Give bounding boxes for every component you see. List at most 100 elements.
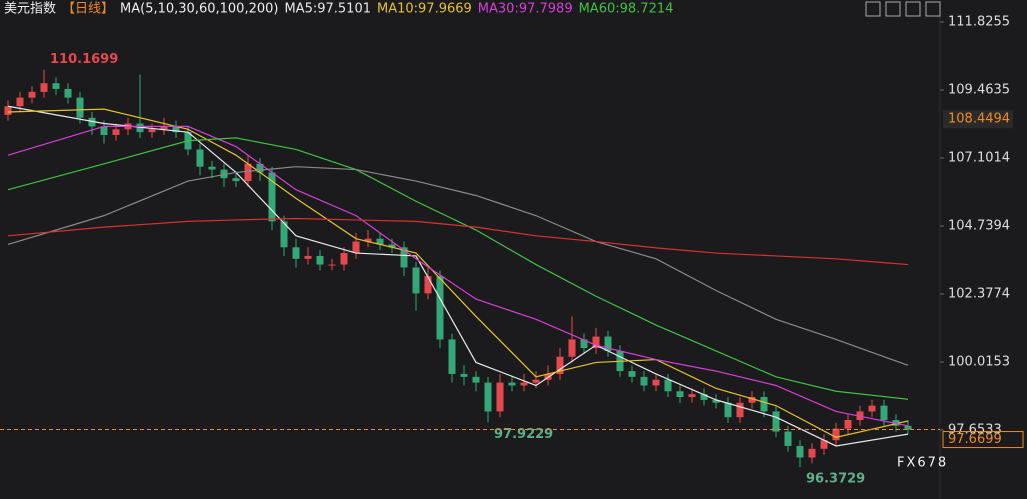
candle-body xyxy=(136,123,144,133)
header-text: 【日线】 xyxy=(62,2,114,17)
icon[interactable] xyxy=(865,1,881,17)
candle-body xyxy=(424,276,432,294)
candle-body xyxy=(736,402,744,418)
candle-body xyxy=(676,391,684,398)
header-text: MA(5,10,30,60,100,200) xyxy=(120,2,278,17)
candle-body xyxy=(724,402,732,418)
candle-body xyxy=(412,267,420,294)
candle-body xyxy=(520,382,528,386)
candle-body xyxy=(784,431,792,446)
header-text: MA10:97.9669 xyxy=(377,2,472,17)
icon[interactable] xyxy=(925,1,941,17)
candle-body xyxy=(64,88,72,98)
candle-body xyxy=(748,397,756,403)
candle-body xyxy=(664,379,672,392)
candle-body xyxy=(868,405,876,412)
icon[interactable] xyxy=(885,1,901,17)
candle-body xyxy=(40,83,48,92)
candle-body xyxy=(280,221,288,248)
ma-line xyxy=(7,166,909,366)
candle-body xyxy=(220,169,228,179)
candle-body xyxy=(100,126,108,136)
y-tick-label: 104.7394 xyxy=(948,219,1010,234)
header-text: MA30:97.7989 xyxy=(478,2,573,17)
candle-body xyxy=(4,106,12,115)
y-tick-label: 102.3774 xyxy=(948,287,1010,302)
candle-body xyxy=(460,373,468,377)
candle-body xyxy=(232,178,240,182)
candle-body xyxy=(904,425,912,430)
last-price: 97.6699 xyxy=(948,432,1002,447)
annotation: 110.1699 xyxy=(50,52,118,67)
candle-body xyxy=(160,126,168,130)
candle-body xyxy=(448,339,456,374)
candle-body xyxy=(532,379,540,383)
candle-body xyxy=(568,339,576,357)
candle-body xyxy=(28,91,36,98)
candle-body xyxy=(292,247,300,259)
candle-body xyxy=(628,371,636,377)
candle-body xyxy=(388,244,396,248)
candle-body xyxy=(832,428,840,441)
candle-body xyxy=(688,394,696,398)
icon[interactable] xyxy=(905,1,921,17)
marker-price: 108.4494 xyxy=(948,112,1010,127)
annotation: 97.9229 xyxy=(494,427,553,442)
candle-body xyxy=(508,382,516,386)
y-tick-label: 111.8255 xyxy=(948,15,1010,30)
candle-body xyxy=(352,241,360,254)
price-box xyxy=(943,110,1013,129)
y-tick-label: 100.0153 xyxy=(948,355,1010,370)
ma-line xyxy=(7,217,909,266)
ma-line xyxy=(7,108,909,438)
candle-body xyxy=(760,397,768,412)
candle-body xyxy=(796,445,804,458)
candle-body xyxy=(304,255,312,259)
toolbar-icons xyxy=(865,1,941,17)
candle-body xyxy=(652,379,660,386)
ma-line xyxy=(7,105,909,447)
candle-body xyxy=(316,255,324,265)
candle-body xyxy=(472,376,480,383)
y-tick-label: 97.6533 xyxy=(948,423,1002,438)
header-text: MA60:98.7214 xyxy=(579,2,674,17)
candle-body xyxy=(580,339,588,349)
candle-body xyxy=(16,97,24,107)
candle-body xyxy=(592,336,600,349)
candle-body xyxy=(496,382,504,412)
candle-body xyxy=(880,405,888,421)
ma-line xyxy=(7,125,909,427)
candle-body xyxy=(52,83,60,89)
annotation: 96.3729 xyxy=(806,471,865,486)
candle-body xyxy=(772,411,780,432)
candle-body xyxy=(844,420,852,429)
candle-body xyxy=(268,172,276,222)
candle-body xyxy=(112,129,120,136)
price-box xyxy=(942,431,1024,449)
y-tick-label: 107.1014 xyxy=(948,151,1010,166)
candle-body xyxy=(712,399,720,403)
candle-body xyxy=(148,129,156,133)
candle-body xyxy=(808,448,816,458)
header-text: 美元指数 xyxy=(4,2,56,17)
candle-body xyxy=(376,238,384,245)
candle-body xyxy=(604,336,612,351)
candle-body xyxy=(340,253,348,265)
candle-body xyxy=(244,163,252,182)
candle-body xyxy=(400,247,408,268)
candle-body xyxy=(484,382,492,412)
candle-body xyxy=(208,166,216,170)
watermark: FX678 xyxy=(897,456,948,471)
candle-body xyxy=(700,394,708,400)
candle-body xyxy=(172,126,180,133)
candle-body xyxy=(256,163,264,173)
header-text: MA5:97.5101 xyxy=(284,2,371,17)
candle-body xyxy=(328,264,336,266)
candle-body xyxy=(76,97,84,118)
candle-body xyxy=(556,356,564,374)
candle-body xyxy=(436,276,444,340)
candle-body xyxy=(640,376,648,386)
candle-body xyxy=(88,117,96,127)
candle-body xyxy=(364,238,372,242)
